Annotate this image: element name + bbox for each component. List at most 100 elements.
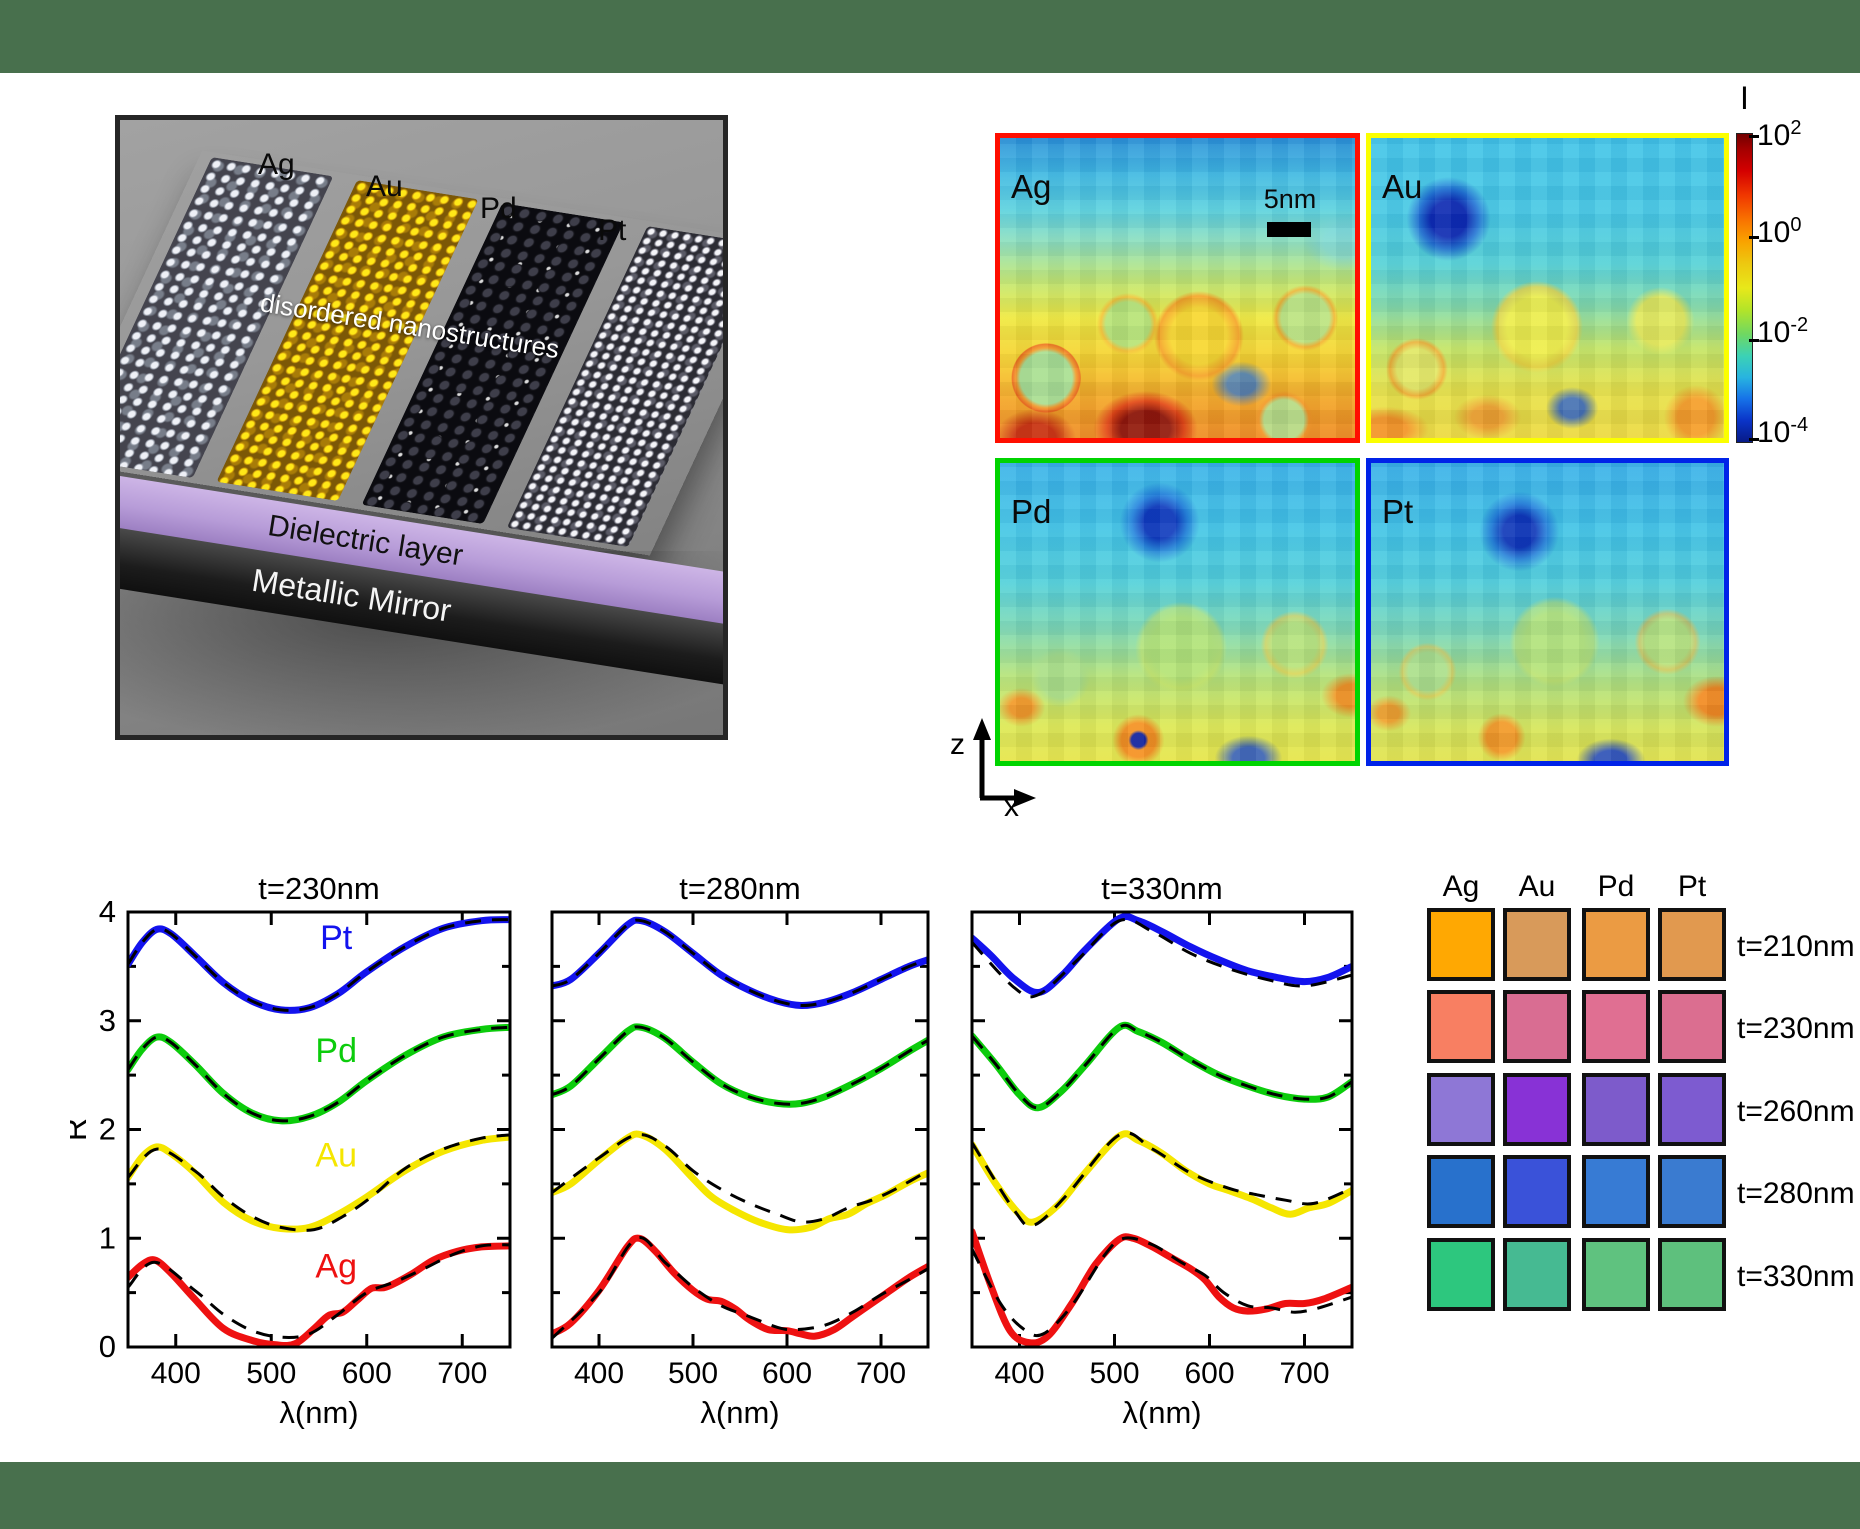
swatch-ag-row2 bbox=[1427, 990, 1495, 1063]
curve-label-pt: Pt bbox=[320, 919, 353, 957]
metal-label-ag: Ag bbox=[258, 148, 295, 181]
swatch-ag-row1 bbox=[1427, 908, 1495, 981]
field-map-au: Au bbox=[1366, 133, 1729, 443]
series-ag-measured bbox=[552, 1234, 928, 1340]
scalebar-label: 5nm bbox=[1263, 184, 1317, 214]
series-au-simulated bbox=[128, 1133, 510, 1232]
series-ag-simulated bbox=[128, 1243, 510, 1339]
curve-label-pd: Pd bbox=[315, 1032, 357, 1070]
chart-title: t=330nm bbox=[1101, 873, 1223, 906]
swatch-row-label-4: t=280nm bbox=[1737, 1177, 1855, 1210]
swatch-pt-row3 bbox=[1658, 1073, 1726, 1146]
x-axis-title: λ(nm) bbox=[1122, 1395, 1201, 1429]
swatch-column-header-au: Au bbox=[1518, 870, 1556, 903]
colorbar bbox=[1736, 133, 1753, 443]
x-tick-label: 500 bbox=[668, 1357, 718, 1390]
series-pd-measured bbox=[552, 1023, 928, 1108]
x-tick-label: 500 bbox=[246, 1357, 296, 1390]
top-margin-band bbox=[0, 0, 1860, 73]
x-tick-label: 500 bbox=[1089, 1357, 1139, 1390]
swatch-au-row4 bbox=[1503, 1155, 1571, 1228]
swatch-column-header-pd: Pd bbox=[1597, 870, 1635, 903]
scalebar bbox=[1267, 222, 1311, 237]
colorbar-tick-label: 10-4 bbox=[1757, 414, 1809, 449]
series-pd-measured bbox=[972, 1021, 1352, 1112]
series-au-measured bbox=[972, 1130, 1352, 1226]
series-pt-simulated bbox=[128, 918, 510, 1012]
y-tick-label: 1 bbox=[99, 1220, 116, 1255]
field-map-au-label: Au bbox=[1382, 168, 1423, 205]
z-axis-label: z bbox=[950, 728, 965, 761]
series-pt-measured bbox=[972, 913, 1352, 996]
chart-t230nm: t=230nm 400 500 600 700 0 1 2 3 4 Rλ(nm) Pt Pd Au Ag bbox=[70, 873, 512, 1429]
x-tick-label: 600 bbox=[342, 1357, 392, 1390]
colorbar-tick-label: 10-2 bbox=[1757, 314, 1809, 349]
field-map-pd-heatmap bbox=[1000, 463, 1355, 761]
metal-label-pd: Pd bbox=[480, 192, 517, 225]
series-pd-simulated bbox=[128, 1025, 510, 1123]
nanostructure-3d-render: Dielectric layer Metallic Mirror Ag Au P… bbox=[115, 115, 728, 740]
colorbar-title: I bbox=[1740, 80, 1749, 116]
y-tick-label: 3 bbox=[99, 1003, 116, 1038]
swatch-pt-row2 bbox=[1658, 990, 1726, 1063]
series-pt-measured bbox=[128, 916, 510, 1014]
swatch-ag-row4 bbox=[1427, 1155, 1495, 1228]
x-axis-title: λ(nm) bbox=[279, 1395, 358, 1429]
x-tick-label: 600 bbox=[1184, 1357, 1234, 1390]
metal-label-au: Au bbox=[366, 170, 403, 203]
series-ag-measured bbox=[128, 1242, 510, 1347]
bottom-margin-band bbox=[0, 1462, 1860, 1529]
swatch-pd-row5 bbox=[1582, 1238, 1650, 1311]
swatch-row-label-3: t=260nm bbox=[1737, 1095, 1855, 1128]
colorbar-tick bbox=[1749, 135, 1759, 138]
x-tick-label: 400 bbox=[151, 1357, 201, 1390]
swatch-au-row3 bbox=[1503, 1073, 1571, 1146]
curve-label-ag: Ag bbox=[315, 1247, 357, 1285]
zx-axis-indicator: zx bbox=[950, 718, 1036, 818]
series-pd-simulated bbox=[552, 1025, 928, 1106]
field-map-ag-heatmap bbox=[1000, 138, 1355, 438]
colorbar-tick bbox=[1749, 236, 1759, 239]
swatch-column-header-pt: Pt bbox=[1677, 870, 1707, 903]
colorbar-tick bbox=[1749, 438, 1759, 441]
x-tick-label: 700 bbox=[437, 1357, 487, 1390]
swatch-column-header-ag: Ag bbox=[1442, 870, 1480, 903]
swatch-au-row1 bbox=[1503, 908, 1571, 981]
x-tick-label: 600 bbox=[762, 1357, 812, 1390]
field-map-pd-label: Pd bbox=[1011, 493, 1052, 530]
chart-title: t=280nm bbox=[679, 873, 801, 906]
swatch-row-label-1: t=210nm bbox=[1737, 930, 1855, 963]
series-ag-simulated bbox=[552, 1236, 928, 1340]
chart-t330nm: t=330nm 400 500 600 700 λ(nm) bbox=[970, 873, 1354, 1429]
x-axis-title: λ(nm) bbox=[700, 1395, 779, 1429]
series-pt-simulated bbox=[552, 918, 928, 1008]
x-axis-label: x bbox=[1004, 790, 1019, 818]
x-tick-label: 700 bbox=[856, 1357, 906, 1390]
swatch-pd-row4 bbox=[1582, 1155, 1650, 1228]
series-pt-simulated bbox=[972, 918, 1352, 999]
y-tick-label: 4 bbox=[99, 894, 116, 929]
series-pt-measured bbox=[552, 916, 928, 1010]
swatch-au-row5 bbox=[1503, 1238, 1571, 1311]
series-au-simulated bbox=[972, 1131, 1352, 1228]
swatch-ag-row3 bbox=[1427, 1073, 1495, 1146]
swatch-pd-row1 bbox=[1582, 908, 1650, 981]
swatch-row-label-5: t=330nm bbox=[1737, 1260, 1855, 1293]
colorbar-tick bbox=[1749, 339, 1759, 342]
chart-t280nm: t=280nm 400 500 600 700 λ(nm) bbox=[550, 873, 930, 1429]
swatch-pt-row4 bbox=[1658, 1155, 1726, 1228]
field-map-pt-heatmap bbox=[1371, 463, 1724, 761]
y-tick-label: 2 bbox=[99, 1112, 116, 1147]
curve-label-au: Au bbox=[315, 1136, 357, 1174]
field-map-pt: Pt bbox=[1366, 458, 1729, 766]
x-tick-label: 400 bbox=[574, 1357, 624, 1390]
x-tick-label: 400 bbox=[994, 1357, 1044, 1390]
y-axis-title: R bbox=[70, 1118, 93, 1141]
y-tick-label: 0 bbox=[99, 1329, 116, 1364]
swatch-pt-row1 bbox=[1658, 908, 1726, 981]
swatch-row-label-2: t=230nm bbox=[1737, 1012, 1855, 1045]
series-pd-simulated bbox=[972, 1023, 1352, 1110]
swatch-pt-row5 bbox=[1658, 1238, 1726, 1311]
chart-title: t=230nm bbox=[258, 873, 380, 906]
